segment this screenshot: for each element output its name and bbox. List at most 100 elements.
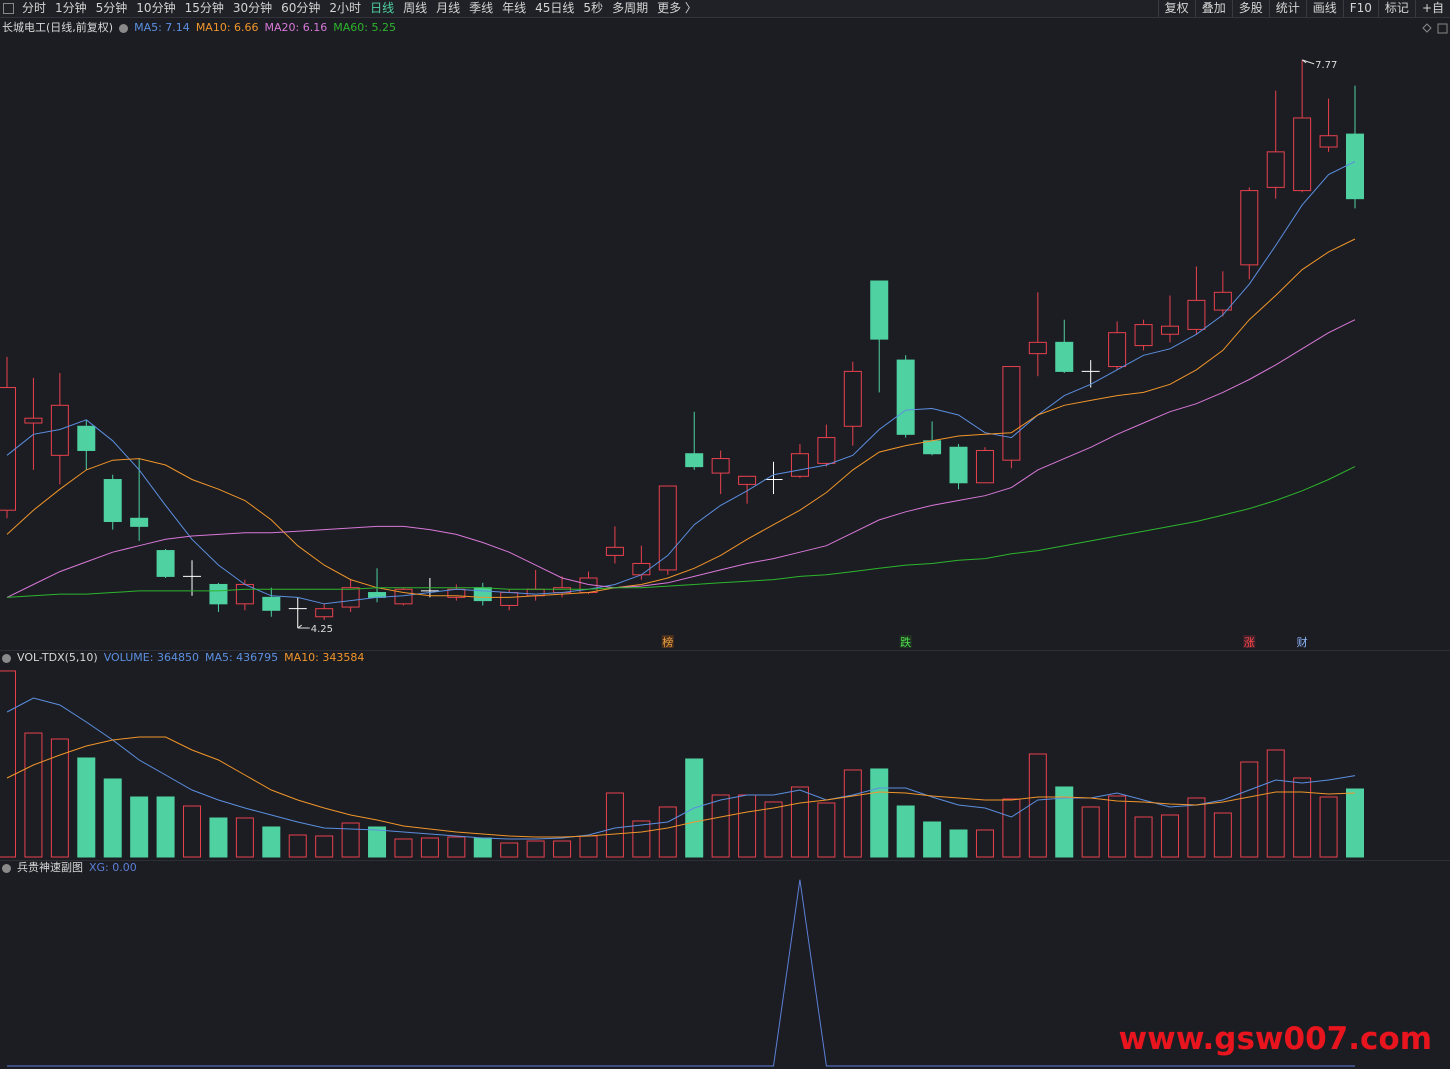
annotation-arrow	[297, 624, 310, 629]
period-tab[interactable]: 1分钟	[55, 1, 87, 15]
candle-body	[447, 588, 466, 598]
tool-button[interactable]: 画线	[1305, 0, 1343, 17]
annotation-arrow	[1301, 59, 1315, 65]
indicator-line	[7, 879, 1355, 1067]
diamond-icon[interactable]	[1422, 23, 1432, 33]
event-badge	[899, 635, 912, 648]
volume-bar	[473, 837, 492, 858]
period-tab[interactable]: 季线	[469, 1, 494, 15]
candle-body	[923, 440, 942, 455]
candle-body	[1240, 190, 1259, 266]
period-tab[interactable]: 2小时	[329, 1, 362, 15]
period-tab[interactable]: 15分钟	[184, 1, 224, 15]
period-tab[interactable]: 日线	[370, 1, 395, 15]
volume-ma-line	[6, 736, 1356, 838]
candle-body	[235, 583, 254, 605]
candle-body	[738, 475, 757, 485]
candle-body	[1134, 324, 1153, 347]
menu-icon[interactable]	[3, 3, 14, 14]
ma-labels: MA5: 436795 MA10: 343584	[205, 651, 364, 665]
candle-body	[1266, 151, 1285, 188]
volume-bar	[790, 786, 809, 858]
volume-bar	[1319, 796, 1338, 858]
period-tab[interactable]: 多周期	[612, 1, 649, 15]
ma-label: MA5: 7.14	[134, 21, 190, 34]
volume-bar	[526, 840, 545, 858]
volume-bar	[605, 792, 624, 858]
volume-bar	[949, 829, 968, 858]
period-tab[interactable]: 45日线	[535, 1, 575, 15]
watermark: www.gsw007.com	[1119, 1021, 1432, 1057]
period-tab[interactable]: 5分钟	[95, 1, 128, 15]
indicator-label: XG: 0.00	[89, 861, 137, 874]
period-tab[interactable]: 30分钟	[232, 1, 273, 15]
tool-button[interactable]: 统计	[1268, 0, 1306, 17]
candle-body	[553, 587, 572, 594]
period-tab[interactable]: 分时	[22, 1, 47, 15]
tool-button[interactable]: F10	[1342, 0, 1378, 17]
candle-body	[1055, 341, 1074, 372]
tool-button[interactable]: 叠加	[1194, 0, 1232, 17]
candle-body	[685, 453, 704, 468]
high-price-label: 7.77	[1315, 60, 1337, 71]
toggle-icon[interactable]	[2, 863, 11, 873]
candle-body	[77, 425, 96, 451]
period-tab[interactable]: 周线	[403, 1, 428, 15]
candle-body	[632, 562, 651, 576]
indicator-title: 兵贵神速副图	[17, 861, 83, 874]
volume-bar	[262, 826, 281, 858]
ma-label: MA10: 6.66	[195, 21, 259, 34]
low-price-label: 4.25	[311, 624, 333, 635]
period-tab[interactable]: 年线	[502, 1, 527, 15]
event-label: 财	[1297, 635, 1308, 649]
volume-bar	[1081, 806, 1100, 858]
period-tab[interactable]: 10分钟	[136, 1, 176, 15]
volume-bar	[420, 837, 439, 858]
candle-body	[368, 592, 387, 598]
volume-label: VOLUME: 364850	[103, 651, 199, 664]
period-tab[interactable]: 5秒	[583, 1, 604, 15]
volume-bar	[235, 817, 254, 858]
price-ma-line	[6, 238, 1356, 598]
period-tab[interactable]: 更多 〉	[657, 1, 697, 15]
toggle-icon[interactable]	[119, 23, 129, 33]
volume-bar	[50, 738, 69, 858]
period-tabs: 分时 1分钟 5分钟 10分钟 15分钟 30分钟 60分钟 2小时 日线 周线 月线 季线 年线 45日…	[22, 0, 697, 17]
event-badge	[661, 635, 674, 648]
tool-button[interactable]: 多股	[1231, 0, 1269, 17]
volume-bar	[975, 829, 994, 858]
candle-body	[0, 387, 16, 511]
volume-bar	[843, 769, 862, 858]
period-tab[interactable]: 60分钟	[281, 1, 321, 15]
volume-bar	[1187, 797, 1206, 858]
price-ma-line	[6, 466, 1356, 598]
tool-button[interactable]: 复权	[1157, 0, 1195, 17]
candle-body	[790, 453, 809, 477]
volume-header: VOL-TDX(5,10) VOLUME: 364850 MA5: 436795…	[2, 651, 364, 665]
candle-body	[473, 587, 492, 602]
candle-body	[1293, 117, 1312, 192]
tool-button[interactable]: 标记	[1377, 0, 1415, 17]
period-tab[interactable]: 月线	[436, 1, 461, 15]
candle-body	[711, 458, 730, 474]
panel-icon[interactable]	[1437, 23, 1448, 34]
volume-ma-line	[6, 697, 1356, 840]
volume-bar	[923, 821, 942, 858]
volume-bar	[209, 817, 228, 858]
candle-body	[24, 417, 43, 424]
volume-bar	[764, 801, 783, 858]
ma-label: MA20: 6.16	[264, 21, 328, 34]
volume-bar	[1002, 798, 1021, 858]
toggle-icon[interactable]	[2, 653, 11, 663]
candle-body	[658, 485, 677, 571]
candle-body	[1002, 366, 1021, 461]
candle-body	[1319, 135, 1338, 148]
ma-labels: MA5: 7.14 MA10: 6.66 MA20: 6.16 MA60: 5.25	[134, 21, 396, 35]
candle-body	[130, 517, 149, 527]
volume-bar	[77, 757, 96, 858]
tool-button[interactable]: +自	[1414, 0, 1450, 17]
volume-bar	[685, 758, 704, 858]
candle-body	[896, 359, 915, 435]
volume-bar	[1160, 814, 1179, 858]
